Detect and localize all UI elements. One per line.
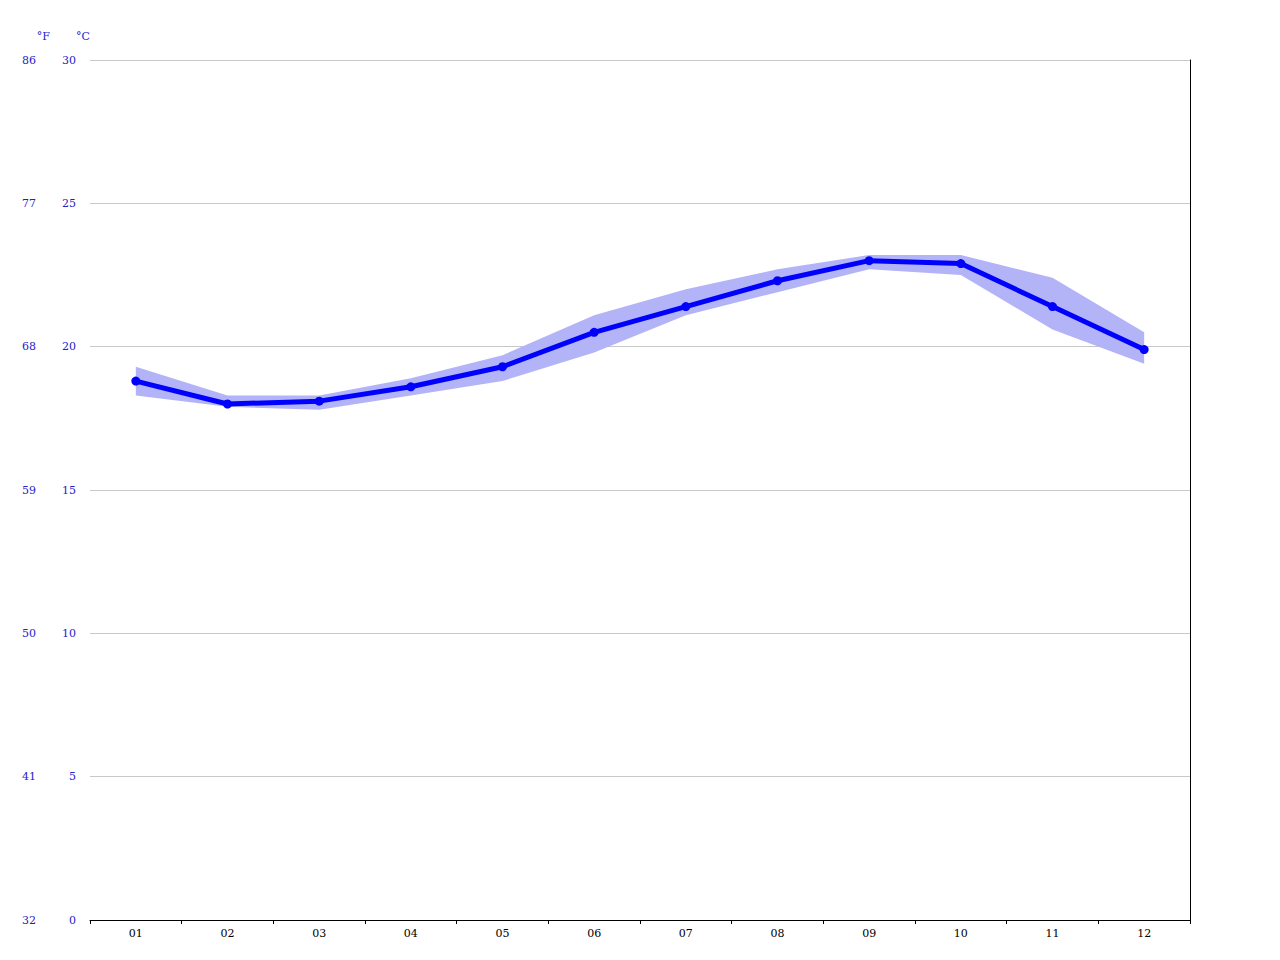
svg-text:30: 30 [62,54,76,67]
svg-text:15: 15 [62,484,76,497]
svg-text:5: 5 [69,770,76,783]
svg-text:77: 77 [22,197,36,210]
svg-text:10: 10 [62,627,76,640]
svg-text:°F: °F [37,30,51,43]
svg-text:0: 0 [69,914,76,927]
svg-text:25: 25 [62,197,76,210]
svg-text:01: 01 [129,927,143,940]
svg-text:59: 59 [22,484,36,497]
svg-text:05: 05 [496,927,510,940]
svg-text:07: 07 [679,927,693,940]
svg-text:06: 06 [587,927,601,940]
svg-text:03: 03 [312,927,326,940]
svg-text:09: 09 [862,927,876,940]
svg-text:12: 12 [1137,927,1151,940]
svg-text:20: 20 [62,340,76,353]
svg-text:41: 41 [22,770,36,783]
svg-text:°C: °C [76,30,90,43]
svg-text:50: 50 [22,627,36,640]
svg-text:02: 02 [221,927,235,940]
svg-text:04: 04 [404,927,418,940]
svg-text:08: 08 [771,927,785,940]
svg-text:68: 68 [22,340,36,353]
svg-text:86: 86 [22,54,36,67]
svg-text:10: 10 [954,927,968,940]
svg-text:11: 11 [1046,927,1060,940]
svg-text:32: 32 [22,914,36,927]
